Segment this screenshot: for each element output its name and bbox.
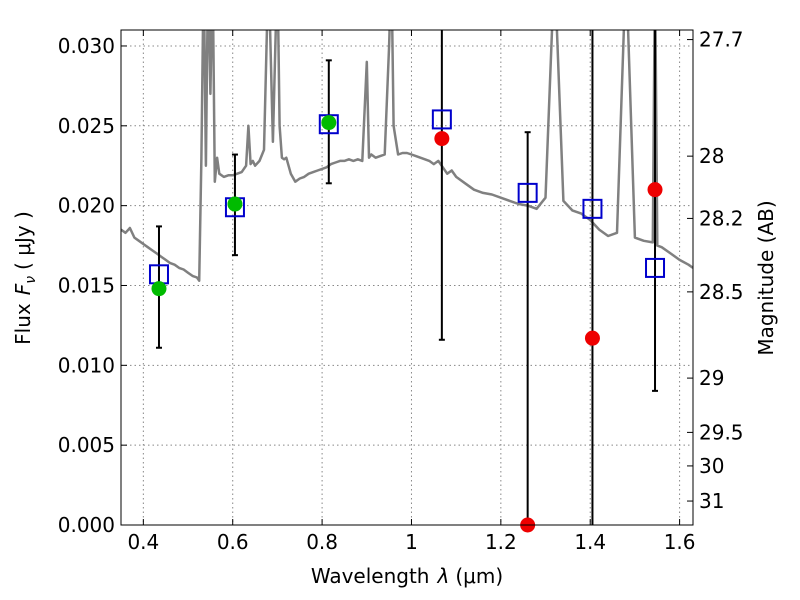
plot-background xyxy=(121,30,693,525)
model-point xyxy=(431,109,452,130)
y2-tick-label: 28 xyxy=(699,144,724,168)
y-tick-label: 0.005 xyxy=(58,433,115,457)
y-tick-label: 0.020 xyxy=(58,194,115,218)
sed-spectrum xyxy=(121,30,693,282)
undetected-point xyxy=(647,182,663,198)
plot-frame xyxy=(120,29,694,526)
y2-tick-label: 31 xyxy=(699,489,724,513)
y-tick-label: 0.030 xyxy=(58,34,115,58)
x-tick-label: 1.2 xyxy=(485,530,517,554)
x-tick-label: 1.6 xyxy=(664,530,696,554)
x-tick-label: 0.4 xyxy=(127,530,159,554)
undetected-point xyxy=(584,330,600,346)
y2-tick-label: 27.7 xyxy=(699,28,744,52)
y2-tick-label: 28.5 xyxy=(699,280,744,304)
y-axis-ticks: 0.000 0.005 0.010 0.015 0.020 0.025 0.030 xyxy=(58,34,127,537)
model-point xyxy=(645,257,666,278)
detected-point xyxy=(151,281,167,297)
detected-point xyxy=(321,115,337,131)
y2-axis-label: Magnitude (AB) xyxy=(754,200,778,355)
y2-tick-label: 28.2 xyxy=(699,206,744,230)
y2-tick-label: 29.5 xyxy=(699,420,744,444)
grid xyxy=(121,30,693,526)
y-tick-label: 0.010 xyxy=(58,353,115,377)
model-point xyxy=(517,182,538,203)
y2-tick-label: 29 xyxy=(699,366,724,390)
x-tick-label: 1 xyxy=(405,530,418,554)
y-tick-label: 0.015 xyxy=(58,273,115,297)
x-axis-label: Wavelength λ (μm) xyxy=(311,564,503,588)
undetected-point xyxy=(434,131,450,147)
sed-line xyxy=(121,30,693,282)
y2-axis-ticks: 27.7 28 28.2 28.5 29 29.5 30 31 xyxy=(687,28,744,513)
detected-point xyxy=(227,196,243,212)
y-tick-label: 0.025 xyxy=(58,114,115,138)
y2-tick-label: 30 xyxy=(699,454,724,478)
x-tick-label: 0.8 xyxy=(306,530,338,554)
x-tick-label: 0.6 xyxy=(217,530,249,554)
y-axis-label: FluxFν( μJy ) xyxy=(11,211,39,345)
y-tick-label: 0.000 xyxy=(58,513,115,537)
x-tick-label: 1.4 xyxy=(574,530,606,554)
model-point xyxy=(582,198,603,219)
x-axis-ticks: 0.4 0.6 0.8 1 1.2 1.4 1.6 xyxy=(127,30,696,554)
measured-points xyxy=(151,115,663,533)
